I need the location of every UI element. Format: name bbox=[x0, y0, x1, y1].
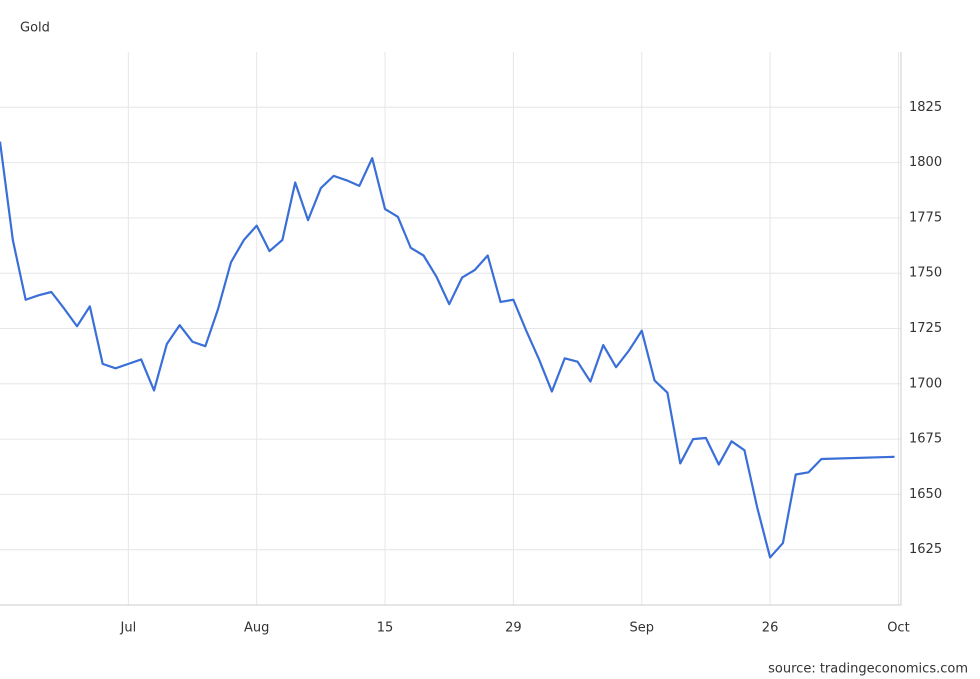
y-tick-label: 1650 bbox=[909, 487, 942, 502]
y-tick-label: 1800 bbox=[909, 155, 942, 170]
y-tick-label: 1825 bbox=[909, 100, 942, 115]
y-tick-label: 1625 bbox=[909, 542, 942, 557]
y-tick-label: 1700 bbox=[909, 376, 942, 391]
y-tick-label: 1775 bbox=[909, 210, 942, 225]
source-note: source: tradingeconomics.com bbox=[768, 662, 968, 677]
x-tick-label: 29 bbox=[505, 621, 522, 636]
x-tick-label: Jul bbox=[120, 621, 137, 636]
x-tick-label: 26 bbox=[762, 621, 779, 636]
chart-title: Gold bbox=[20, 21, 50, 36]
x-tick-label: Sep bbox=[629, 621, 654, 636]
x-tick-label: 15 bbox=[377, 621, 394, 636]
price-line bbox=[0, 141, 895, 559]
y-tick-label: 1750 bbox=[909, 266, 942, 281]
x-tick-label: Aug bbox=[244, 621, 269, 636]
y-tick-label: 1675 bbox=[909, 432, 942, 447]
x-tick-label: Oct bbox=[887, 621, 909, 636]
y-tick-label: 1725 bbox=[909, 321, 942, 336]
